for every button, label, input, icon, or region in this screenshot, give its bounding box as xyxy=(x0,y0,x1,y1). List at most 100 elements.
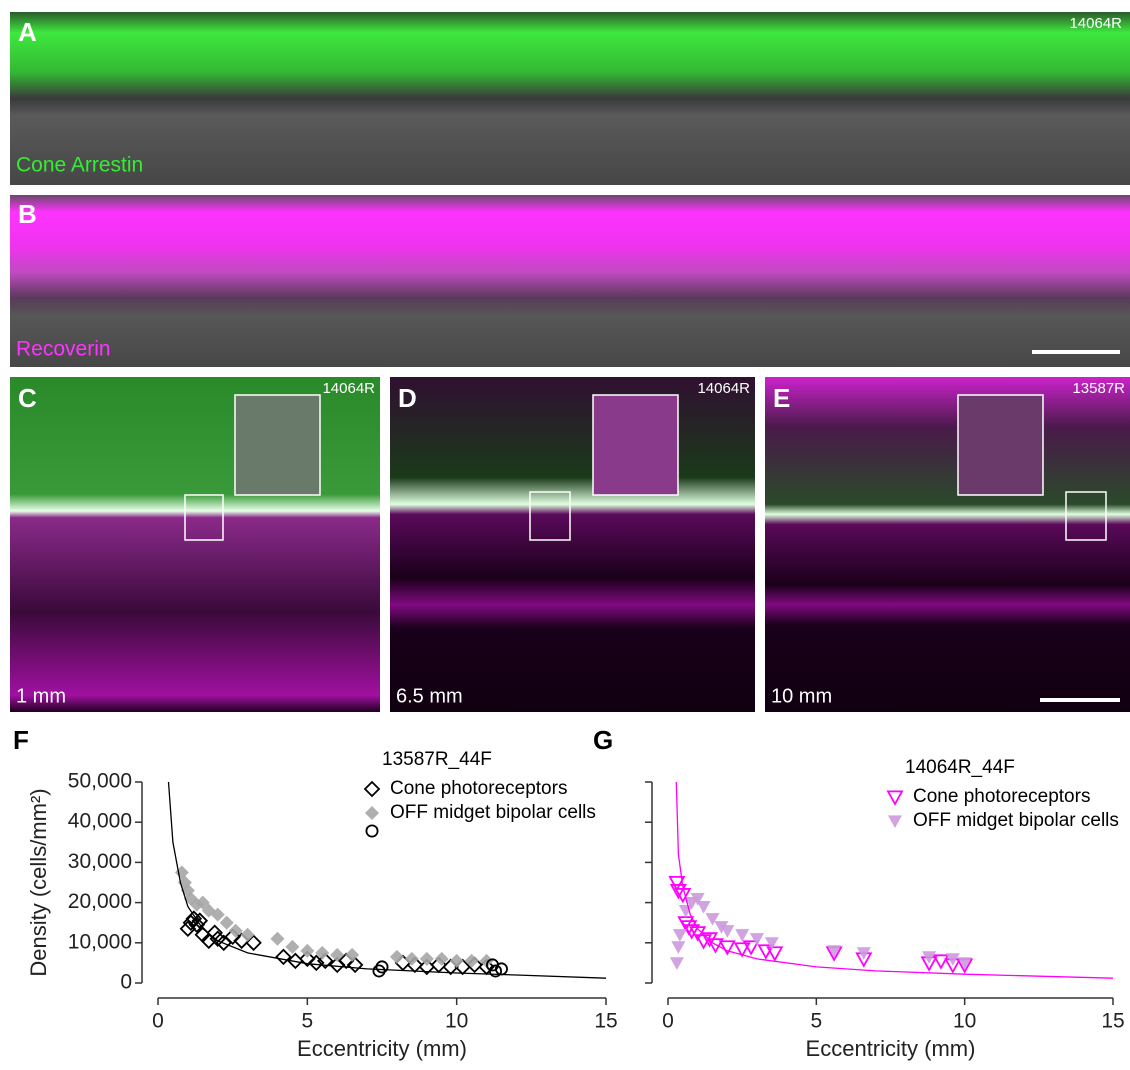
x-tick-label: 15 xyxy=(594,1010,617,1033)
inset-box xyxy=(1065,491,1107,541)
point xyxy=(270,931,285,946)
point xyxy=(299,950,316,968)
point xyxy=(671,941,686,954)
point xyxy=(705,913,720,926)
inset xyxy=(234,394,321,496)
point xyxy=(389,949,404,964)
legend-marker xyxy=(888,815,902,828)
point xyxy=(750,933,764,946)
point xyxy=(488,964,502,978)
panel-label: G xyxy=(593,725,613,755)
point xyxy=(945,953,960,966)
panel-label: A xyxy=(18,17,37,47)
sample-id: 14064R xyxy=(322,380,375,397)
x-tick-label: 15 xyxy=(1101,1010,1124,1033)
point xyxy=(706,938,724,954)
point xyxy=(346,956,364,974)
fit-curve xyxy=(167,781,607,979)
x-tick-label: 5 xyxy=(810,1010,822,1033)
x-tick-label: 0 xyxy=(152,1010,164,1033)
eccentricity-label: 6.5 mm xyxy=(396,685,463,707)
panel-label: E xyxy=(773,383,790,413)
point xyxy=(240,927,255,942)
micrograph-d xyxy=(390,377,755,712)
point xyxy=(308,954,325,972)
point xyxy=(932,954,950,970)
point xyxy=(735,929,750,942)
point xyxy=(827,945,842,958)
point xyxy=(766,946,784,962)
point xyxy=(479,953,494,968)
point xyxy=(733,942,751,958)
point xyxy=(669,884,687,900)
inset xyxy=(592,394,679,496)
point xyxy=(210,907,225,922)
legend-label: OFF midget bipolar cells xyxy=(390,802,596,823)
x-axis-title: Eccentricity (mm) xyxy=(806,1036,976,1061)
sample-id: 13587R xyxy=(1072,380,1125,397)
point xyxy=(957,957,972,970)
legend-label: OFF midget bipolar cells xyxy=(913,810,1119,831)
point xyxy=(219,915,234,930)
point xyxy=(696,901,711,914)
point xyxy=(245,934,262,952)
x-tick-label: 10 xyxy=(445,1010,468,1033)
legend-title: 13587R_44F xyxy=(382,749,492,770)
micrograph-e xyxy=(765,377,1130,712)
fit-curve xyxy=(675,781,1114,979)
legend-marker xyxy=(886,790,904,806)
legend-marker xyxy=(363,780,381,798)
y-tick-label: 0 xyxy=(120,971,132,994)
point xyxy=(690,892,705,906)
panel-label: D xyxy=(398,383,417,413)
y-axis-title: Density (cells/mm²) xyxy=(26,788,51,976)
point xyxy=(922,951,937,964)
point xyxy=(182,914,200,931)
micrograph-a xyxy=(10,12,1130,185)
sample-id: 14064R xyxy=(697,380,750,397)
micrograph-c xyxy=(10,377,380,712)
point xyxy=(206,924,224,942)
eccentricity-label: 1 mm xyxy=(16,685,66,707)
panel-label: B xyxy=(18,199,37,229)
point xyxy=(742,940,760,956)
point xyxy=(345,947,360,962)
point xyxy=(330,947,345,962)
point xyxy=(419,951,434,966)
point xyxy=(720,925,735,938)
point xyxy=(683,924,701,940)
inset xyxy=(957,394,1044,496)
y-tick-label: 10,000 xyxy=(68,930,132,953)
legend-label: Cone photoreceptors xyxy=(390,778,567,799)
panel-label: F xyxy=(13,725,29,755)
sample-id: 14064R xyxy=(1069,15,1122,32)
point xyxy=(668,876,686,892)
point xyxy=(316,952,334,970)
point xyxy=(714,921,729,934)
x-tick-label: 0 xyxy=(662,1010,674,1033)
point xyxy=(188,916,206,933)
point xyxy=(718,940,736,956)
point xyxy=(315,945,330,960)
legend-marker xyxy=(365,806,379,820)
x-tick-label: 10 xyxy=(953,1010,976,1033)
point xyxy=(195,895,210,910)
point xyxy=(275,948,292,966)
point xyxy=(689,926,707,942)
legend-label: Cone photoreceptors xyxy=(913,786,1090,807)
point xyxy=(434,951,449,966)
point xyxy=(856,947,871,960)
eccentricity-label: 10 mm xyxy=(771,685,832,707)
point xyxy=(678,905,693,918)
stain-label: Recoverin xyxy=(16,338,111,361)
y-tick-label: 30,000 xyxy=(68,850,132,873)
stain-label: Cone Arrestin xyxy=(16,154,143,177)
point xyxy=(185,910,203,927)
point xyxy=(764,937,779,950)
point xyxy=(464,953,479,968)
point xyxy=(300,943,315,958)
x-axis-title: Eccentricity (mm) xyxy=(297,1036,467,1061)
point xyxy=(672,929,687,942)
panel-label: C xyxy=(18,383,37,413)
point xyxy=(494,962,508,976)
